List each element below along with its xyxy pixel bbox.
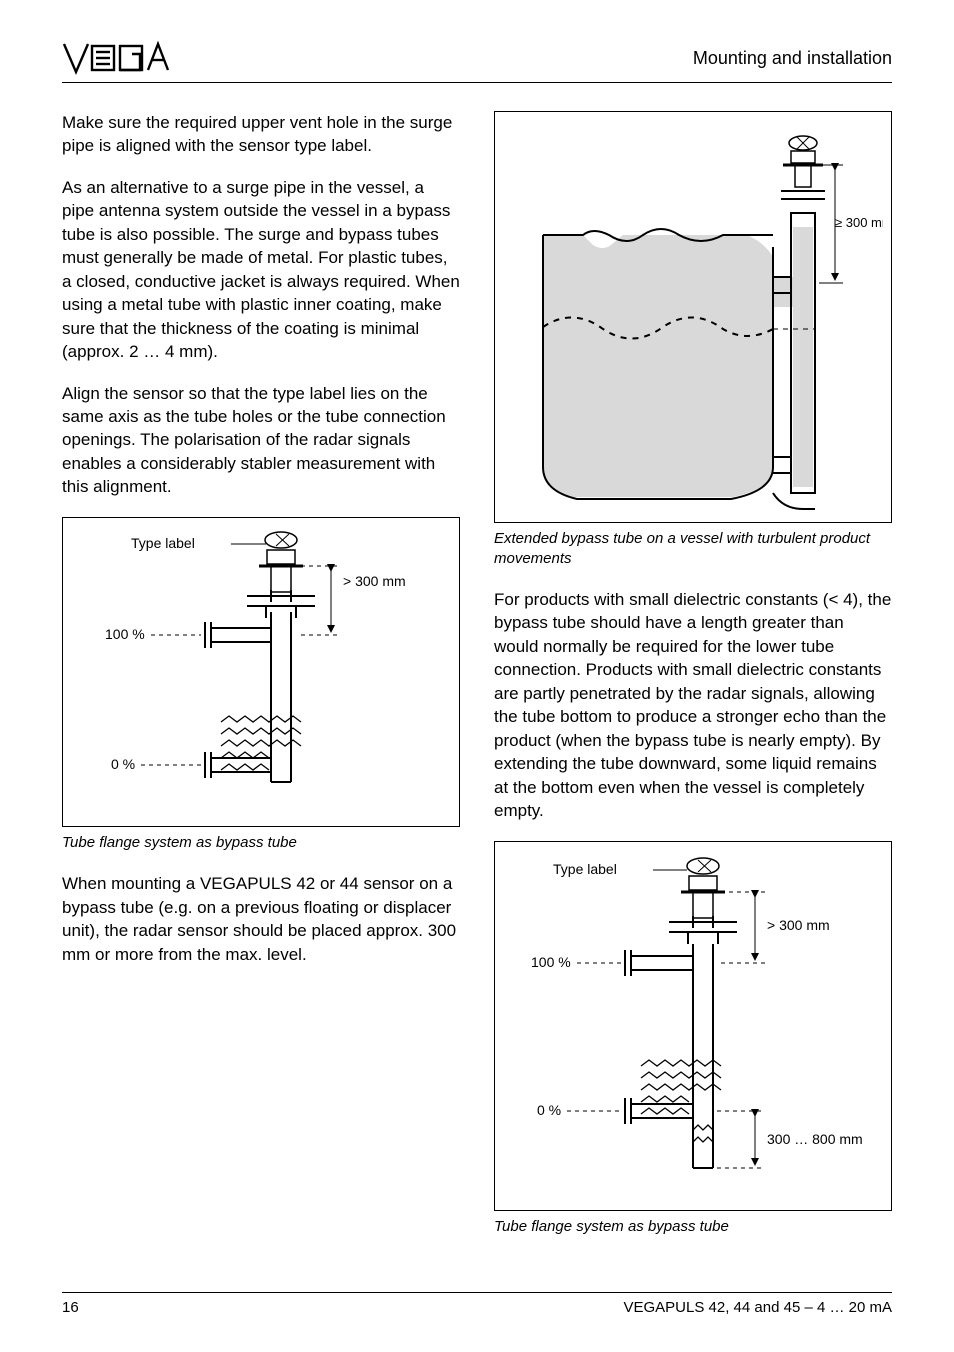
figure-caption: Tube flange system as bypass tube [62, 833, 460, 853]
fig-label: > 300 mm [343, 573, 406, 589]
fig-label: 0 % [111, 756, 135, 772]
fig-label: Type label [131, 535, 195, 551]
figure-turbulent-vessel: ≥ 300 mm [494, 111, 892, 523]
figure-bypass-tube-extended: Type label > 300 mm 100 % 0 % 300 … 800 … [494, 841, 892, 1211]
figure-caption: Extended bypass tube on a vessel with tu… [494, 529, 892, 568]
fig-label: > 300 mm [767, 917, 830, 933]
fig-label: 0 % [537, 1102, 561, 1118]
page-header: Mounting and installation [62, 40, 892, 83]
page-number: 16 [62, 1299, 79, 1316]
vega-logo [62, 40, 182, 76]
fig-label: 100 % [531, 954, 571, 970]
paragraph: Align the sensor so that the type label … [62, 382, 460, 499]
paragraph: Make sure the required upper vent hole i… [62, 111, 460, 158]
paragraph: When mounting a VEGAPULS 42 or 44 sensor… [62, 872, 460, 966]
fig-label: 300 … 800 mm [767, 1131, 863, 1147]
right-column: ≥ 300 mm Extended bypass tube on a vesse… [494, 111, 892, 1256]
figure-caption: Tube flange system as bypass tube [494, 1217, 892, 1237]
doc-title: VEGAPULS 42, 44 and 45 – 4 … 20 mA [624, 1299, 893, 1316]
figure-bypass-tube: Type label > 300 mm 100 % 0 % [62, 517, 460, 827]
paragraph: For products with small dielectric const… [494, 588, 892, 823]
page-footer: 16 VEGAPULS 42, 44 and 45 – 4 … 20 mA [62, 1292, 892, 1316]
fig-label: Type label [553, 861, 617, 877]
fig-label: 100 % [105, 626, 145, 642]
section-title: Mounting and installation [693, 48, 892, 69]
left-column: Make sure the required upper vent hole i… [62, 111, 460, 1256]
fig-label: ≥ 300 mm [835, 215, 883, 230]
paragraph: As an alternative to a surge pipe in the… [62, 176, 460, 364]
